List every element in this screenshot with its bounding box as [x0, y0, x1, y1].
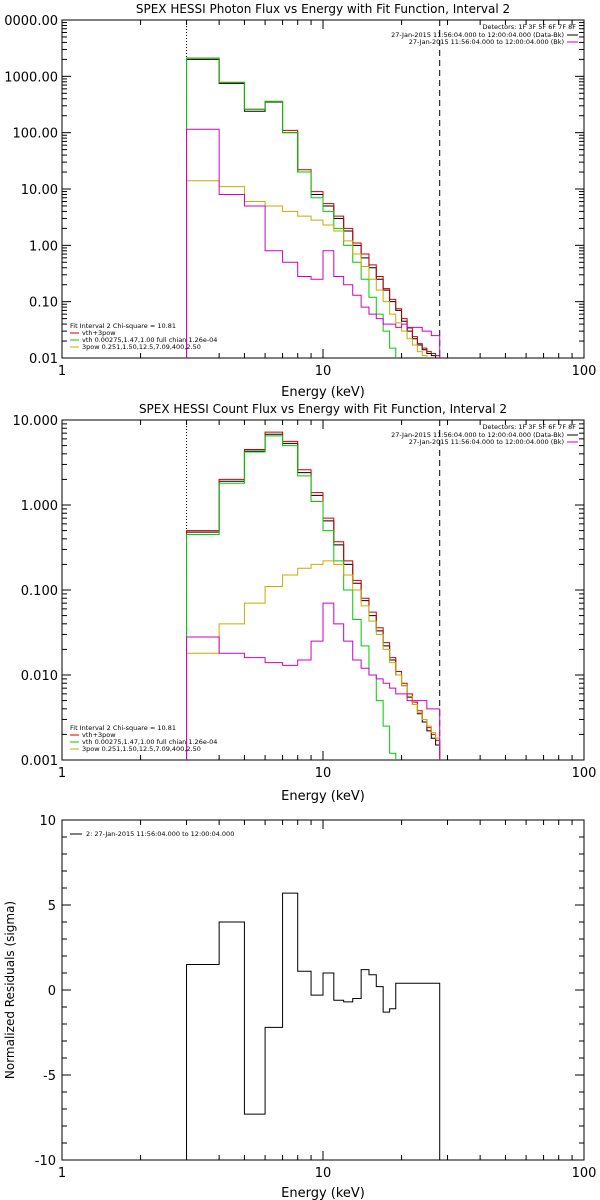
x-tick-label: 100: [572, 1166, 597, 1181]
series-line-3: [186, 560, 441, 760]
fit-legend: Fit Interval 2 Chi-square = 10.81vth+3po…: [70, 322, 217, 351]
y-tick-label: 10.00: [21, 183, 58, 198]
chart-title: SPEX HESSI Count Flux vs Energy with Fit…: [139, 402, 507, 416]
x-tick-label: 100: [572, 364, 597, 379]
fit-legend-header: Fit Interval 2 Chi-square = 10.81: [70, 322, 176, 330]
x-tick-label: 10: [315, 766, 332, 781]
series-line-4: [186, 128, 441, 358]
fit-legend-entry-label: 3pow 0.251,1.50,12.5,7.09,400,2.50: [82, 745, 201, 753]
x-tick-label: 1: [58, 1166, 66, 1181]
fit-legend-entry-label: vth 0.00275,1.47,1.00 full chian 1.26e-0…: [82, 738, 217, 746]
x-tick-label: 1: [58, 364, 66, 379]
y-tick-label: -10: [35, 1154, 56, 1169]
legend-entry-label: 27-Jan-2015 11:56:04.000 to 12:00:04.000…: [391, 31, 564, 39]
y-tick-label: 0: [48, 984, 56, 999]
series-line-3: [186, 180, 428, 358]
y-tick-label: 5: [48, 899, 56, 914]
y-tick-label: 0000.00: [4, 14, 58, 29]
y-tick-label: 100.00: [13, 127, 59, 142]
residuals-panel: 1 10 100 -10 -5 0 5 10 Energy (keV) Normalized Re…: [3, 814, 596, 1200]
y-tick-label: -5: [43, 1069, 56, 1084]
count-flux-panel: 1 10 100 0.001 0.010 0.100 1.000 10.000 SPEX HES…: [13, 402, 597, 804]
plot-frame: [61, 19, 585, 359]
y-tick-label: 0.01: [29, 352, 58, 367]
series-line-2: [186, 57, 397, 358]
fit-legend-entry-label: vth+3pow: [82, 731, 116, 739]
x-axis-label: Energy (keV): [281, 1186, 365, 1200]
y-tick-label: 1.00: [29, 239, 58, 254]
residuals-legend: 2: 27-Jan-2015 11:56:04.000 to 12:00:04.…: [70, 830, 234, 838]
top-legend: Detectors: 1F 3F 5F 6F 7F 8F27-Jan-2015 …: [391, 23, 578, 46]
x-tick-label: 100: [572, 766, 597, 781]
fit-legend-entry-label: vth+3pow: [82, 329, 116, 337]
y-tick-label: 0.010: [21, 669, 58, 684]
x-axis-label: Energy (keV): [281, 789, 365, 804]
fit-legend-entry-label: 3pow 0.251,1.50,12.5,7.09,400,2.50: [82, 343, 201, 351]
chart-title: SPEX HESSI Photon Flux vs Energy with Fi…: [136, 2, 510, 16]
y-tick-label: 10.000: [13, 414, 59, 429]
y-tick-label: 1.000: [21, 499, 58, 514]
y-tick-label: 1000.00: [4, 70, 58, 85]
plot-frame: [61, 419, 585, 761]
x-tick-label: 10: [315, 364, 332, 379]
series-line-1: [186, 431, 441, 760]
fit-legend-header: Fit Interval 2 Chi-square = 10.81: [70, 724, 176, 732]
series-line-0: [186, 433, 441, 760]
fit-legend-entry-label: vth 0.00275,1.47,1.00 full chian 1.26e-0…: [82, 336, 217, 344]
y-axis-label: Normalized Residuals (sigma): [3, 901, 17, 1079]
top-legend: Detectors: 1F 3F 5F 6F 7F 8F27-Jan-2015 …: [391, 423, 578, 446]
legend-entry-label: 27-Jan-2015 11:56:04.000 to 12:00:04.000…: [409, 438, 564, 446]
fit-legend: Fit Interval 2 Chi-square = 10.81vth+3po…: [70, 724, 217, 753]
y-tick-label: 0.10: [29, 296, 58, 311]
legend-header: Detectors: 1F 3F 5F 6F 7F 8F: [482, 23, 576, 31]
y-tick-label: 0.001: [21, 754, 58, 769]
series-line-0: [186, 892, 441, 1160]
series-line-4: [186, 602, 441, 760]
legend-entry-label: 27-Jan-2015 11:56:04.000 to 12:00:04.000…: [409, 38, 564, 46]
y-tick-label: 10: [39, 814, 56, 829]
photon-flux-panel: 1 10 100 0.01 0.10 1.00 10.00 100.00 1000.00 0000…: [4, 2, 596, 400]
y-tick-label: 0.100: [21, 584, 58, 599]
series-line-2: [186, 435, 397, 760]
x-axis-label: Energy (keV): [281, 385, 365, 400]
x-tick-label: 10: [315, 1166, 332, 1181]
legend-entry-label: 2: 27-Jan-2015 11:56:04.000 to 12:00:04.…: [86, 830, 234, 838]
x-tick-label: 1: [58, 766, 66, 781]
legend-header: Detectors: 1F 3F 5F 6F 7F 8F: [482, 423, 576, 431]
legend-entry-label: 27-Jan-2015 11:56:04.000 to 12:00:04.000…: [391, 431, 564, 439]
